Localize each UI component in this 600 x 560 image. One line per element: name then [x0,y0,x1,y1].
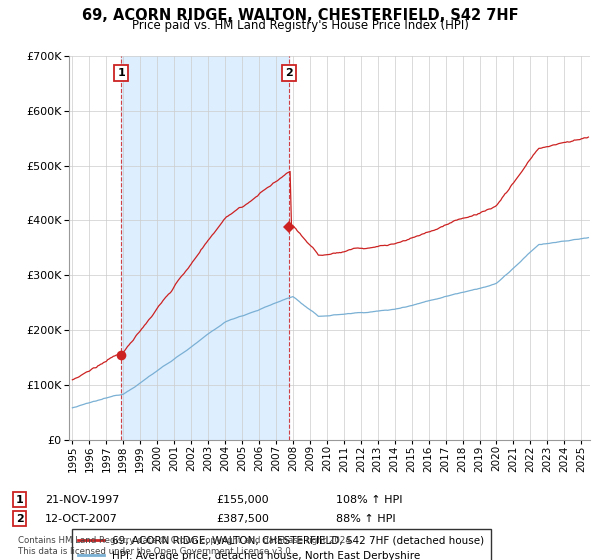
Text: 108% ↑ HPI: 108% ↑ HPI [336,494,403,505]
Text: 1: 1 [16,494,23,505]
Text: 69, ACORN RIDGE, WALTON, CHESTERFIELD, S42 7HF: 69, ACORN RIDGE, WALTON, CHESTERFIELD, S… [82,8,518,24]
Text: 12-OCT-2007: 12-OCT-2007 [45,514,118,524]
Text: 1: 1 [118,68,125,78]
Legend: 69, ACORN RIDGE, WALTON, CHESTERFIELD, S42 7HF (detached house), HPI: Average pr: 69, ACORN RIDGE, WALTON, CHESTERFIELD, S… [71,529,491,560]
Text: 2: 2 [16,514,23,524]
Text: Price paid vs. HM Land Registry's House Price Index (HPI): Price paid vs. HM Land Registry's House … [131,19,469,32]
Text: £155,000: £155,000 [216,494,269,505]
Text: 88% ↑ HPI: 88% ↑ HPI [336,514,395,524]
Bar [121,56,289,440]
Text: 2: 2 [286,68,293,78]
Text: 21-NOV-1997: 21-NOV-1997 [45,494,119,505]
Text: Contains HM Land Registry data © Crown copyright and database right 2024.
This d: Contains HM Land Registry data © Crown c… [18,536,353,556]
Text: £387,500: £387,500 [216,514,269,524]
